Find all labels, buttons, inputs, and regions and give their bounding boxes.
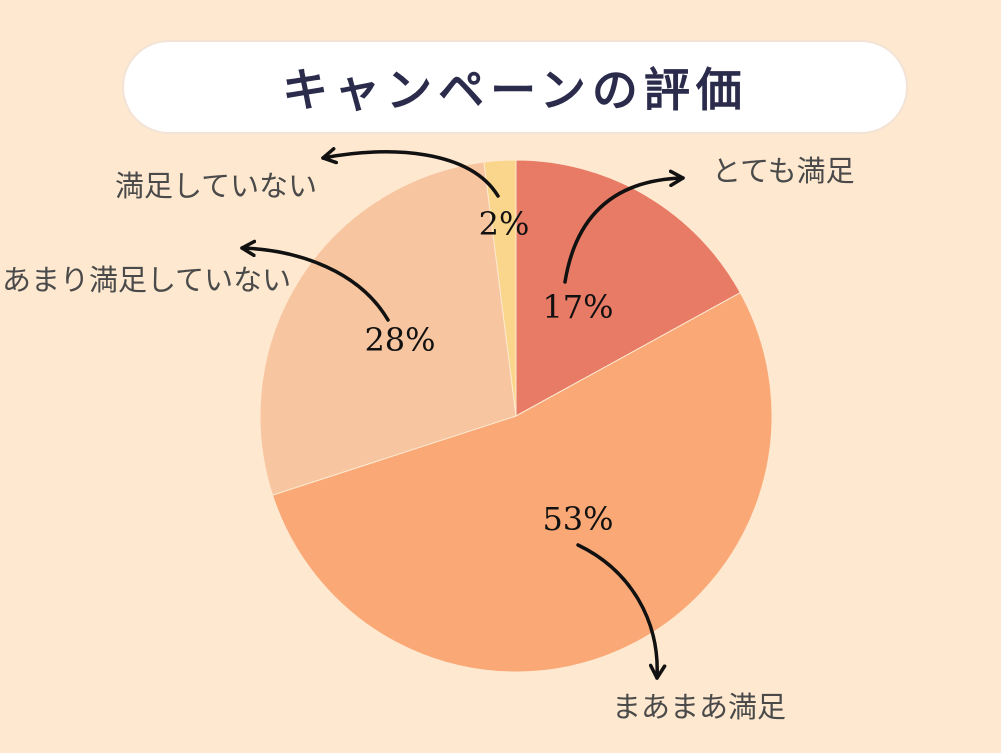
percent-label-not-very-satisfied: 28% [364, 321, 435, 359]
slice-label-not-very-satisfied: あまり満足していない [2, 263, 291, 297]
percent-labels: 17% 53% 28% 2% [364, 205, 613, 538]
slice-label-somewhat-satisfied: まあまあ満足 [612, 690, 786, 724]
category-labels: とても満足 まあまあ満足 あまり満足していない 満足していない [2, 154, 855, 724]
pie-slice-very-satisfied [515, 159, 742, 417]
pie-slice-not-very-satisfied [259, 161, 517, 496]
slice-label-very-satisfied: とても満足 [712, 154, 855, 188]
pie-slices [259, 159, 773, 673]
percent-label-somewhat-satisfied: 53% [542, 500, 613, 538]
callout-arrows [240, 147, 685, 680]
chart-title: キャンペーンの評価 [282, 63, 748, 117]
pie-slice-somewhat-satisfied [271, 291, 773, 673]
arrow-not-satisfied [321, 147, 500, 198]
pie-slice-not-satisfied [483, 159, 517, 417]
slice-label-not-satisfied: 満足していない [115, 169, 317, 203]
chart-title-box: キャンペーンの評価 [122, 40, 908, 134]
arrow-somewhat-satisfied [576, 543, 667, 680]
percent-label-very-satisfied: 17% [542, 288, 613, 326]
arrow-not-very-satisfied [240, 239, 390, 322]
arrow-very-satisfied [563, 169, 685, 284]
percent-label-not-satisfied: 2% [479, 205, 530, 243]
